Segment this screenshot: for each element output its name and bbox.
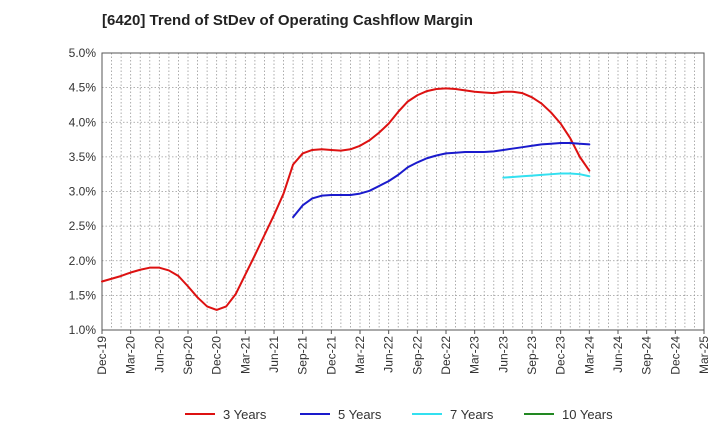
- y-tick-label: 1.0%: [69, 323, 97, 337]
- x-tick-label: Jun-20: [152, 336, 166, 373]
- legend-label: 3 Years: [223, 407, 267, 422]
- legend-item-3-years: 3 Years: [185, 407, 267, 422]
- x-tick-label: Dec-23: [554, 336, 568, 375]
- x-tick-label: Mar-23: [468, 336, 482, 374]
- x-tick-label: Jun-24: [611, 336, 625, 373]
- x-tick-label: Dec-22: [439, 336, 453, 375]
- x-tick-label: Mar-20: [124, 336, 138, 374]
- y-tick-label: 5.0%: [69, 46, 97, 60]
- legend-item-10-years: 10 Years: [524, 407, 613, 422]
- legend-label: 10 Years: [562, 407, 613, 422]
- y-tick-label: 4.5%: [69, 81, 97, 95]
- x-tick-label: Sep-20: [181, 336, 195, 375]
- x-tick-label: Dec-21: [324, 336, 338, 375]
- series-line-3-years: [101, 87, 591, 311]
- y-tick-label: 1.5%: [69, 288, 97, 302]
- x-tick-label: Dec-24: [668, 336, 682, 375]
- plot-border: [101, 52, 705, 331]
- y-tick-label: 4.0%: [69, 115, 97, 129]
- x-tick-label: Sep-22: [410, 336, 424, 375]
- x-tick-label: Jun-23: [496, 336, 510, 373]
- series-line-7-years: [502, 172, 591, 179]
- y-tick-label: 3.5%: [69, 150, 97, 164]
- x-tick-label: Mar-24: [582, 336, 596, 374]
- y-tick-label: 2.0%: [69, 254, 97, 268]
- chart-title: [6420] Trend of StDev of Operating Cashf…: [102, 12, 473, 29]
- x-tick-label: Sep-23: [525, 336, 539, 375]
- x-tick-label: Jun-21: [267, 336, 281, 373]
- y-tick-label: 2.5%: [69, 219, 97, 233]
- x-tick-label: Sep-21: [296, 336, 310, 375]
- legend-item-7-years: 7 Years: [412, 407, 494, 422]
- legend-label: 7 Years: [450, 407, 494, 422]
- legend-label: 5 Years: [338, 407, 382, 422]
- x-tick-label: Dec-20: [210, 336, 224, 375]
- x-tick-label: Mar-25: [697, 336, 711, 374]
- series-line-5-years: [292, 142, 591, 219]
- x-tick-label: Jun-22: [382, 336, 396, 373]
- x-tick-label: Mar-22: [353, 336, 367, 374]
- x-tick-label: Mar-21: [238, 336, 252, 374]
- legend-item-5-years: 5 Years: [300, 407, 382, 422]
- y-tick-label: 3.0%: [69, 185, 97, 199]
- x-tick-label: Sep-24: [640, 336, 654, 375]
- x-tick-label: Dec-19: [95, 336, 109, 375]
